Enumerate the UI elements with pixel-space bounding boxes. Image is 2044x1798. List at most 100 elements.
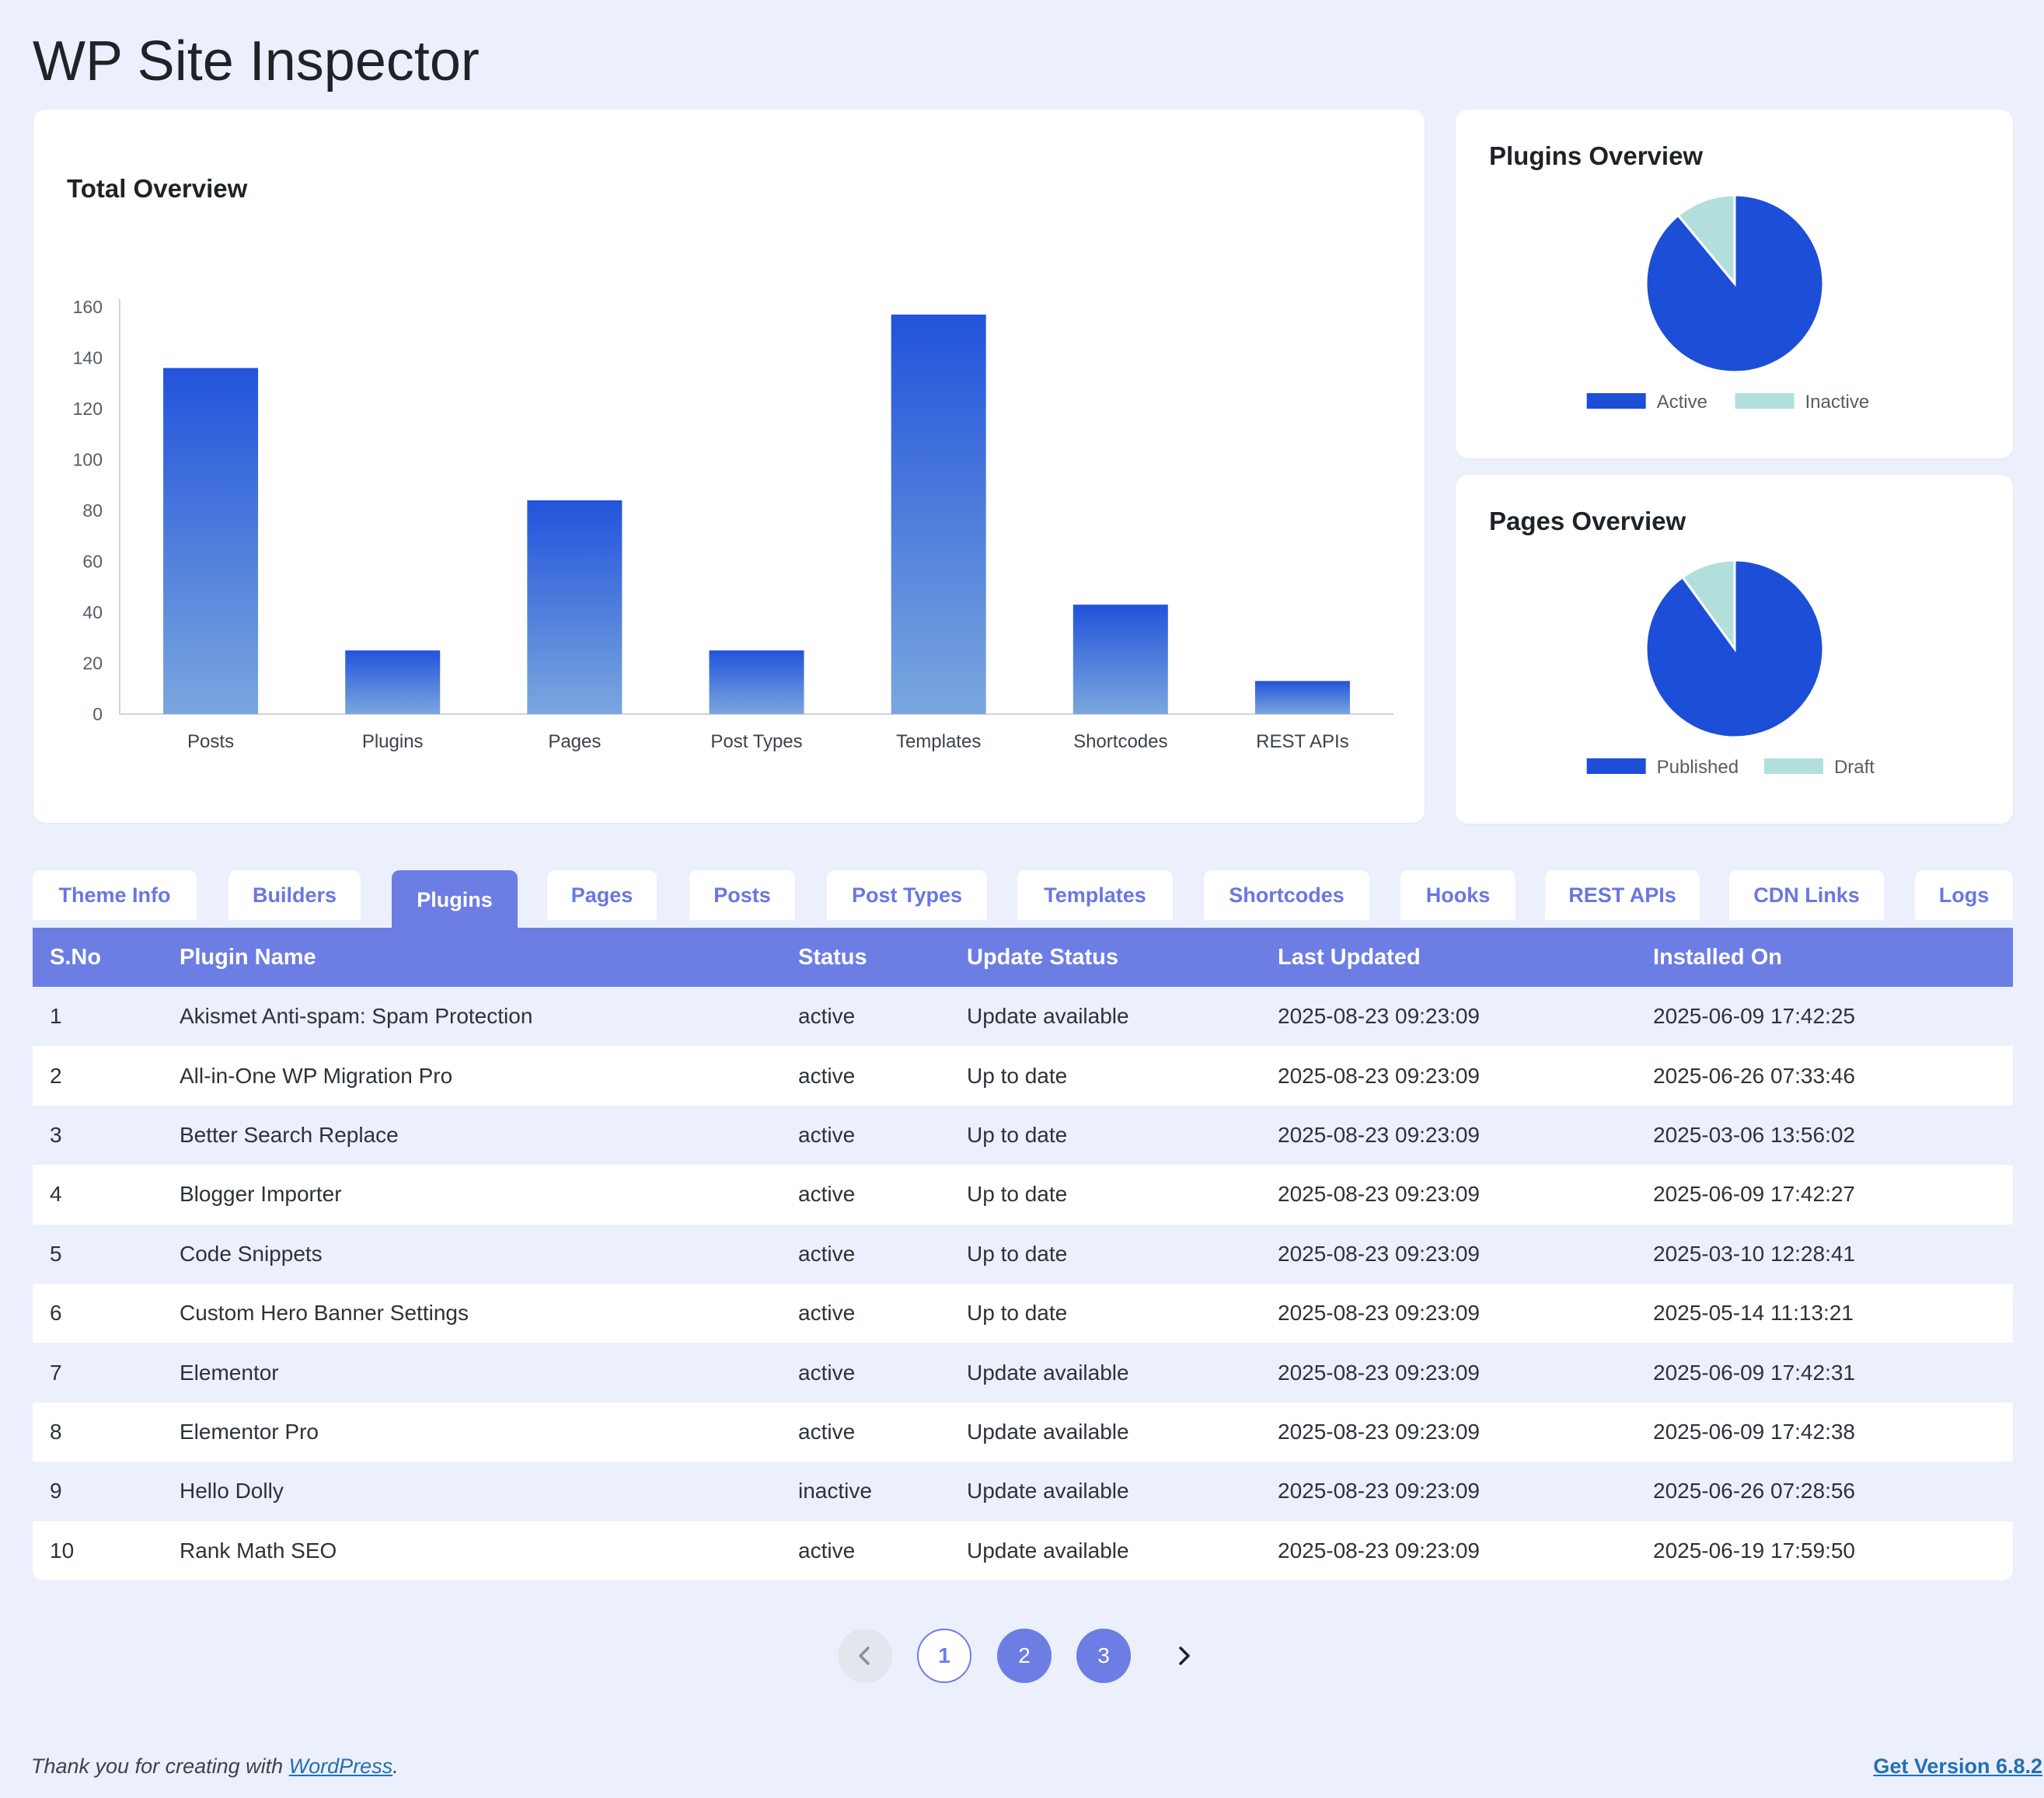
row-update-status: Up to date	[967, 1241, 1068, 1266]
pages-overview-pie-chart: Published Draft	[1586, 559, 1875, 778]
tab-pages[interactable]: Pages	[547, 870, 657, 920]
pagination-prev-button[interactable]	[838, 1629, 892, 1683]
header-update-status: Update Status	[967, 944, 1118, 970]
row-installed-on: 2025-03-06 13:56:02	[1653, 1122, 1855, 1147]
row-sno: 5	[50, 1241, 62, 1266]
pages-overview-title: Pages Overview	[1489, 507, 1686, 535]
plugins-overview-card: Plugins Overview Active Inactive	[1456, 110, 2013, 458]
legend-swatch-inactive	[1735, 393, 1795, 409]
row-status: active	[798, 1538, 856, 1563]
row-update-status: Update available	[967, 1538, 1129, 1563]
row-update-status: Up to date	[967, 1182, 1068, 1207]
tab-theme-info[interactable]: Theme Info	[33, 870, 197, 920]
row-sno: 10	[50, 1538, 75, 1563]
row-sno: 6	[50, 1301, 62, 1326]
pagination-next-button[interactable]	[1156, 1629, 1211, 1683]
bar-templates	[891, 314, 986, 714]
y-tick-label: 80	[82, 500, 103, 521]
chevron-right-icon	[1179, 1646, 1190, 1665]
row-status: active	[798, 1182, 856, 1207]
tab-bar: Theme Info Builders Plugins Pages Posts …	[33, 870, 2013, 929]
row-installed-on: 2025-06-26 07:28:56	[1653, 1479, 1855, 1504]
row-last-updated: 2025-08-23 09:23:09	[1278, 1182, 1480, 1207]
pie-slice-published	[1645, 559, 1825, 739]
header-installed-on: Installed On	[1653, 944, 1782, 970]
x-tick-label: Templates	[896, 731, 981, 752]
row-sno: 3	[50, 1122, 62, 1147]
bar-posts	[163, 368, 259, 714]
table-row: 9 Hello Dolly inactive Update available 2025…	[33, 1462, 2013, 1521]
wordpress-link[interactable]: WordPress	[288, 1754, 393, 1778]
row-last-updated: 2025-08-23 09:23:09	[1278, 1241, 1480, 1266]
tab-plugins[interactable]: Plugins	[392, 870, 518, 929]
chevron-left-icon	[859, 1646, 870, 1665]
bar-post-types	[709, 650, 804, 714]
row-plugin-name: Elementor Pro	[180, 1419, 319, 1444]
table-row: 7 Elementor active Update available 2025-08-…	[33, 1343, 2013, 1403]
row-plugin-name: Elementor	[180, 1360, 279, 1385]
row-installed-on: 2025-06-09 17:42:31	[1653, 1360, 1855, 1385]
row-sno: 7	[50, 1360, 62, 1385]
bar-plugins	[345, 650, 441, 714]
row-update-status: Update available	[967, 1004, 1129, 1029]
plugins-overview-pie-chart: Active Inactive	[1586, 193, 1869, 413]
tab-logs[interactable]: Logs	[1915, 870, 2013, 920]
pages-overview-card: Pages Overview Published Draft	[1456, 475, 2013, 824]
y-tick-label: 100	[73, 450, 103, 470]
tab-templates[interactable]: Templates	[1017, 870, 1173, 920]
row-installed-on: 2025-06-09 17:42:25	[1653, 1004, 1855, 1029]
tab-builders[interactable]: Builders	[228, 870, 361, 920]
row-update-status: Up to date	[967, 1122, 1068, 1147]
tab-rest-apis[interactable]: REST APIs	[1545, 870, 1700, 920]
y-tick-label: 120	[73, 399, 103, 419]
header-plugin-name: Plugin Name	[180, 944, 316, 970]
table-row: 6 Custom Hero Banner Settings active Up to …	[33, 1283, 2013, 1343]
y-tick-label: 140	[73, 348, 103, 368]
tab-shortcodes[interactable]: Shortcodes	[1204, 870, 1369, 920]
pagination-page-3[interactable]: 3	[1076, 1629, 1131, 1683]
row-last-updated: 2025-08-23 09:23:09	[1278, 1004, 1480, 1029]
legend-swatch-published	[1586, 758, 1646, 774]
header-status: Status	[798, 944, 867, 970]
row-installed-on: 2025-03-10 12:28:41	[1653, 1241, 1855, 1266]
tab-hooks[interactable]: Hooks	[1400, 870, 1516, 920]
table-row: 5 Code Snippets active Up to date 2025-08-23…	[33, 1224, 2013, 1284]
pagination-page-1[interactable]: 1	[917, 1629, 971, 1683]
x-tick-label: REST APIs	[1256, 731, 1349, 752]
get-version-link[interactable]: Get Version 6.8.2	[1873, 1754, 2042, 1778]
y-tick-label: 40	[82, 602, 103, 622]
row-plugin-name: Blogger Importer	[180, 1182, 342, 1207]
legend-label-draft: Draft	[1834, 757, 1875, 778]
total-overview-card: Total Overview 0 20 40 60 80 100 120 140 160 Post…	[33, 110, 1425, 823]
page-title: WP Site Inspector	[33, 30, 480, 92]
table-header: S.No Plugin Name Status Update Status La…	[33, 928, 2013, 987]
row-status: active	[798, 1419, 856, 1444]
row-last-updated: 2025-08-23 09:23:09	[1278, 1419, 1480, 1444]
row-last-updated: 2025-08-23 09:23:09	[1278, 1301, 1480, 1326]
row-sno: 2	[50, 1063, 62, 1088]
x-tick-label: Posts	[187, 731, 234, 752]
tab-cdn-links[interactable]: CDN Links	[1729, 870, 1884, 920]
table-row: 3 Better Search Replace active Up to date 20…	[33, 1105, 2013, 1166]
plugins-table: S.No Plugin Name Status Update Status La…	[33, 928, 2013, 1580]
table-row: 1 Akismet Anti-spam: Spam Protection activ…	[33, 987, 2013, 1047]
tab-posts[interactable]: Posts	[689, 870, 795, 920]
footer-thanks-prefix: Thank you for creating with	[31, 1754, 289, 1778]
y-tick-label: 60	[82, 552, 103, 572]
y-tick-label: 20	[82, 653, 103, 674]
row-plugin-name: Hello Dolly	[180, 1479, 284, 1504]
total-overview-title: Total Overview	[67, 174, 248, 203]
row-plugin-name: All-in-One WP Migration Pro	[180, 1063, 453, 1088]
table-row: 4 Blogger Importer active Up to date 2025-08…	[33, 1165, 2013, 1225]
legend-swatch-active	[1586, 393, 1646, 409]
row-installed-on: 2025-06-19 17:59:50	[1653, 1538, 1855, 1563]
row-update-status: Up to date	[967, 1063, 1068, 1088]
pagination-page-2[interactable]: 2	[997, 1629, 1052, 1683]
row-sno: 8	[50, 1419, 62, 1444]
row-status: inactive	[798, 1479, 872, 1504]
x-tick-label: Post Types	[710, 731, 802, 752]
tab-post-types[interactable]: Post Types	[827, 870, 987, 920]
header-sno: S.No	[50, 944, 102, 970]
footer-thanks: Thank you for creating with WordPress.	[31, 1754, 399, 1779]
row-last-updated: 2025-08-23 09:23:09	[1278, 1479, 1480, 1504]
